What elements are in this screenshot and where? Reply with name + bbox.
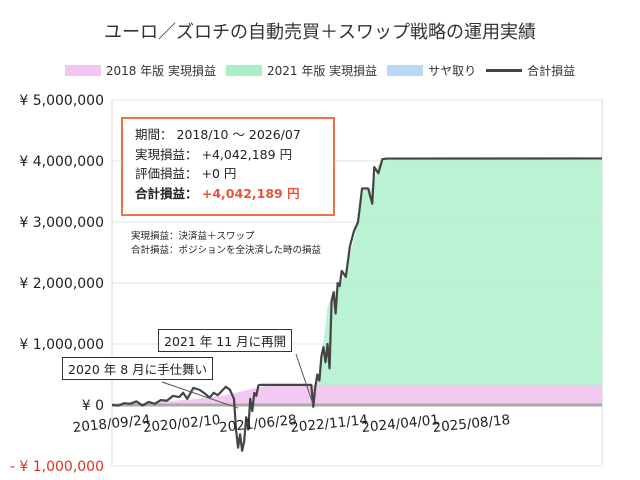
y-tick-label: ¥ 1,000,000	[19, 337, 104, 353]
note-realized: 実現損益：決済益＋スワップ	[131, 231, 255, 242]
y-tick-label: ¥ 3,000,000	[19, 215, 104, 231]
info-unrealized-row: 評価損益： +0 円	[135, 164, 333, 184]
y-tick-label: ¥ 0	[82, 398, 104, 414]
info-total-value: +4,042,189 円	[201, 185, 300, 201]
legend-swatch-2021	[225, 65, 262, 76]
legend-label-sayatori: サヤ取り	[428, 64, 477, 78]
summary-info-box: 期間： 2018/10 ～ 2026/07 実現損益： +4,042,189 円…	[121, 117, 335, 216]
chart-legend: 2018 年版 実現損益 2021 年版 実現損益 サヤ取り 合計損益	[0, 62, 640, 79]
info-period-row: 期間： 2018/10 ～ 2026/07	[135, 125, 333, 145]
annotation-leader	[161, 381, 239, 409]
legend-swatch-2018	[64, 65, 101, 76]
legend-item-2018[interactable]: 2018 年版 実現損益	[64, 62, 216, 79]
series-line-total	[111, 157, 603, 452]
legend-item-2021[interactable]: 2021 年版 実現損益	[225, 62, 378, 79]
y-tick-label: ¥ 2,000,000	[19, 276, 104, 292]
legend-swatch-total	[486, 69, 523, 72]
info-unrealized-value: +0 円	[201, 166, 237, 181]
y-tick-label: - ¥ 1,000,000	[10, 459, 104, 475]
chart-title: ユーロ／ズロチの自動売買＋スワップ戦略の運用実績	[104, 22, 536, 43]
legend-item-sayatori[interactable]: サヤ取り	[387, 62, 476, 79]
info-realized-label: 実現損益：	[135, 146, 198, 162]
annotation-restart-2021: 2021 年 11 月に再開	[158, 329, 293, 352]
chart-notes: 実現損益：決済益＋スワップ 合計損益：ポジションを全決済した時の損益	[131, 230, 321, 258]
annotation-leader	[295, 353, 314, 406]
series-area-2021	[112, 158, 602, 405]
info-period-value: 2018/10 ～ 2026/07	[176, 127, 301, 142]
note-total: 合計損益：ポジションを全決済した時の損益	[131, 245, 322, 256]
y-tick-label: ¥ 4,000,000	[19, 154, 104, 170]
legend-label-2021: 2021 年版 実現損益	[266, 64, 378, 78]
y-tick-label: ¥ 5,000,000	[19, 93, 104, 109]
legend-label-2018: 2018 年版 実現損益	[105, 64, 216, 78]
legend-label-total: 合計損益	[527, 64, 576, 78]
info-total-row: 合計損益： +4,042,189 円	[135, 184, 333, 204]
info-total-label: 合計損益：	[135, 185, 198, 201]
info-realized-row: 実現損益： +4,042,189 円	[135, 145, 333, 165]
annotation-close-2020: 2020 年 8 月に手仕舞い	[62, 357, 214, 380]
info-unrealized-label: 評価損益：	[135, 166, 198, 181]
legend-swatch-sayatori	[387, 65, 424, 76]
legend-item-total[interactable]: 合計損益	[486, 62, 575, 79]
info-realized-value: +4,042,189 円	[201, 146, 293, 162]
info-period-label: 期間：	[135, 127, 173, 142]
